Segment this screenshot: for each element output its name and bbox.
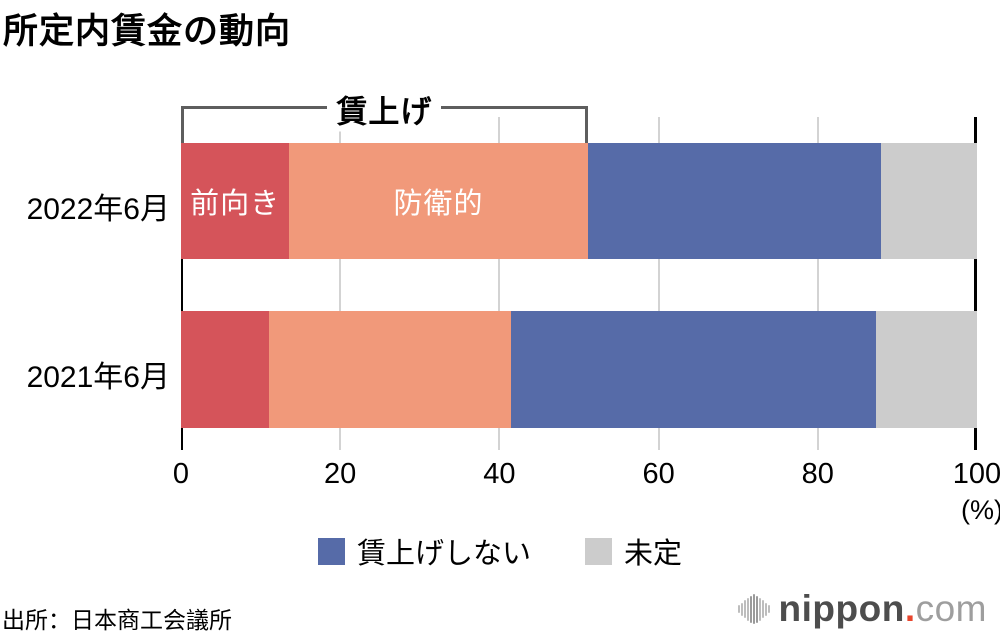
bar-segment-未定 (875, 311, 977, 428)
bar-segment-前向き: 前向き (181, 143, 290, 259)
category-label-2022: 2022年6月 (26, 193, 170, 226)
bar-segment-未定 (880, 143, 977, 259)
x-axis-unit-label: (%) (961, 495, 1000, 525)
chart-legend: 賃上げしない 未定 (0, 530, 1000, 572)
soundwave-bars-icon (737, 592, 770, 626)
bar-segment-賃上げしない (587, 143, 881, 259)
bar-segment-label: 前向き (190, 188, 281, 220)
gridline-40 (498, 117, 501, 450)
x-tick-label-40: 40 (483, 458, 516, 490)
page-title: 所定内賃金の動向 (3, 12, 292, 51)
legend-item: 未定 (585, 530, 682, 572)
bar-segment-label: 防衛的 (393, 188, 484, 220)
bar-row-2022: 前向き 防衛的 (181, 143, 977, 259)
bar-segment-前向き (181, 311, 270, 428)
bar-segment-防衛的 (269, 311, 512, 428)
gridline-60 (657, 117, 660, 450)
nippon-logo-text: nippon.com (778, 588, 987, 629)
x-tick-label-80: 80 (801, 458, 834, 490)
x-tick-label-100: 100 (952, 458, 1000, 490)
nippon-logo: nippon.com (737, 588, 987, 629)
axis-line-right (974, 117, 977, 450)
gridline-20 (339, 117, 342, 450)
x-tick-label-20: 20 (324, 458, 357, 490)
bar-segment-賃上げしない (511, 311, 876, 428)
x-tick-label-0: 0 (172, 458, 190, 490)
legend-swatch (317, 537, 345, 565)
gridline-80 (816, 117, 819, 450)
chart-plot-area: 前向き 防衛的 (181, 117, 977, 450)
wage-raise-bracket: 賃上げ (181, 86, 588, 143)
bracket-label: 賃上げ (327, 86, 442, 132)
source-text: 出所：日本商工会議所 (2, 607, 232, 633)
category-label-2021: 2021年6月 (26, 361, 170, 394)
legend-label: 未定 (624, 538, 683, 570)
bar-segment-防衛的: 防衛的 (289, 143, 588, 259)
legend-label: 賃上げしない (356, 538, 531, 570)
x-axis-labels: 0 20 40 60 80 100 (0, 458, 1000, 498)
legend-swatch (585, 537, 612, 565)
x-tick-label-60: 60 (642, 458, 675, 490)
y-axis-line-left (181, 117, 183, 450)
bar-row-2021 (181, 311, 977, 428)
legend-item: 賃上げしない (317, 530, 531, 572)
